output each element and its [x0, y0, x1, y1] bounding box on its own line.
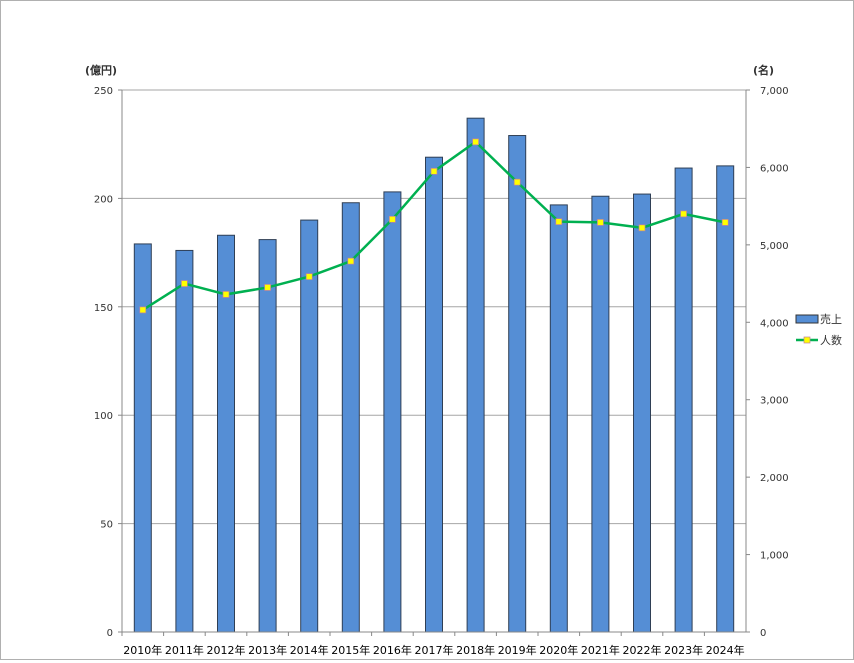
- right-tick-label: 7,000: [760, 86, 789, 97]
- legend-marker-headcount: [803, 336, 811, 344]
- bar: [633, 193, 651, 633]
- headcount-marker: [680, 210, 687, 218]
- headcount-marker: [139, 306, 147, 314]
- headcount-marker: [597, 219, 604, 226]
- headcount-marker: [472, 138, 479, 146]
- x-tick-label: 2020年: [539, 643, 578, 657]
- headcount-marker: [305, 273, 313, 280]
- x-tick-label: 2014年: [290, 643, 329, 657]
- bar: [716, 165, 735, 633]
- x-tick-label: 2019年: [498, 643, 537, 657]
- left-tick-label: 50: [100, 520, 113, 531]
- headcount-marker: [721, 219, 729, 226]
- bar: [341, 202, 360, 633]
- headcount-marker: [181, 280, 188, 287]
- x-tick-label: 2015年: [331, 643, 370, 657]
- bar: [383, 191, 402, 633]
- left-tick-label: 200: [94, 194, 113, 205]
- bar: [175, 249, 194, 633]
- headcount-marker: [389, 215, 396, 223]
- legend-label-headcount: 人数: [820, 334, 842, 347]
- bar: [591, 195, 610, 633]
- right-tick-label: 4,000: [760, 318, 789, 329]
- legend-swatch-sales: [795, 314, 819, 324]
- x-tick-label: 2024年: [706, 643, 745, 657]
- x-tick-label: 2022年: [623, 643, 662, 657]
- right-tick-label: 2,000: [760, 473, 789, 484]
- right-tick-label: 0: [760, 628, 766, 639]
- headcount-marker: [430, 167, 438, 175]
- headcount-marker: [513, 178, 521, 186]
- left-tick-label: 250: [94, 86, 113, 97]
- x-tick-label: 2011年: [165, 643, 204, 657]
- bar: [466, 117, 485, 633]
- right-axis-unit: (名): [753, 63, 774, 77]
- right-tick-label: 3,000: [760, 396, 789, 407]
- bar: [300, 219, 319, 633]
- bar: [674, 167, 693, 633]
- x-tick-label: 2012年: [207, 643, 246, 657]
- bar: [425, 156, 443, 633]
- bar: [549, 204, 568, 633]
- right-tick-label: 1,000: [760, 551, 789, 562]
- x-tick-label: 2023年: [664, 643, 703, 657]
- legend-label-sales: 売上: [820, 313, 842, 326]
- headcount-marker: [555, 218, 563, 225]
- right-tick-label: 6,000: [760, 163, 789, 174]
- bar: [258, 239, 277, 633]
- headcount-marker: [264, 284, 271, 291]
- headcount-marker: [222, 291, 230, 298]
- axes: 0 50 100 150 200 250 0 1,000 2,000 3,000 4,000 5,00…: [94, 86, 789, 657]
- x-tick-label: 2013年: [248, 643, 287, 657]
- x-tick-label: 2016年: [373, 643, 412, 657]
- headcount-marker: [347, 257, 355, 265]
- bar: [508, 135, 527, 633]
- left-tick-label: 0: [107, 628, 113, 639]
- left-tick-label: 100: [94, 411, 113, 422]
- legend: 売上 人数: [795, 313, 842, 347]
- left-tick-label: 150: [94, 303, 113, 314]
- x-tick-label: 2010年: [123, 643, 162, 657]
- x-tick-label: 2017年: [415, 643, 454, 657]
- x-tick-label: 2021年: [581, 643, 620, 657]
- x-tick-label: 2018年: [456, 643, 495, 657]
- left-axis-unit: (億円): [85, 63, 117, 77]
- bar: [133, 243, 152, 633]
- right-tick-label: 5,000: [760, 241, 789, 252]
- headcount-marker: [638, 224, 646, 232]
- bar-series: [133, 117, 735, 633]
- line-series: [139, 138, 729, 314]
